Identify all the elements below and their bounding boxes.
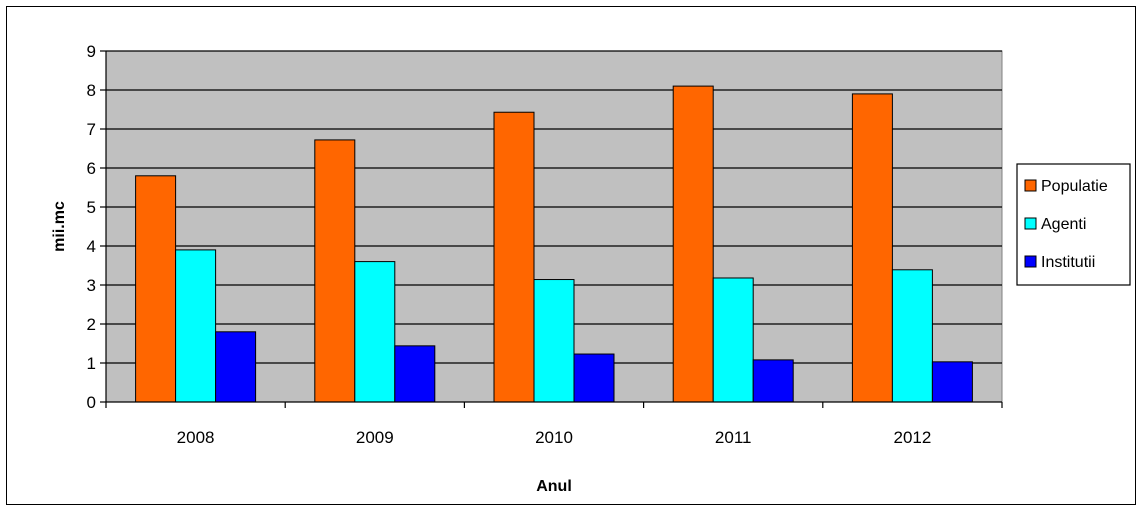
- bar-institutii-2011: [752, 359, 794, 403]
- bar-agenti-2011: [712, 277, 754, 403]
- bar-chart: 0 1 2 3 4 5 6 7 8 9 2008 2009 2010 2011 2012 Anul mii.…: [51, 42, 1131, 495]
- axes: 0 1 2 3 4 5 6 7 8 9 2008 2009 2010 2011 2012: [87, 42, 1003, 447]
- y-tick-label-0: 0: [87, 393, 96, 412]
- bar-populatie-2009: [314, 139, 356, 403]
- bar-agenti-2009: [354, 261, 396, 403]
- x-tick-label-2011: 2011: [715, 428, 752, 447]
- y-tick-label-3: 3: [87, 276, 96, 295]
- x-tick-label-2012: 2012: [893, 428, 931, 447]
- x-tick-label-2009: 2009: [356, 428, 394, 447]
- legend-label-populatie: Populatie: [1041, 178, 1108, 195]
- bar-institutii-2012: [931, 361, 973, 403]
- chart-frame: 0 1 2 3 4 5 6 7 8 9 2008 2009 2010 2011 2012 Anul mii.…: [6, 6, 1136, 505]
- legend-swatch-agenti: [1024, 217, 1037, 230]
- bar-institutii-2010: [573, 353, 615, 403]
- y-tick-label-6: 6: [87, 159, 96, 178]
- x-axis-title: Anul: [536, 478, 572, 495]
- bar-institutii-2009: [394, 345, 436, 403]
- y-tick-label-2: 2: [87, 315, 96, 334]
- y-tick-label-1: 1: [87, 354, 96, 373]
- x-tick-label-2008: 2008: [177, 428, 215, 447]
- bar-agenti-2012: [891, 269, 933, 403]
- bar-populatie-2011: [672, 85, 714, 403]
- bar-populatie-2010: [493, 111, 535, 403]
- y-tick-label-4: 4: [87, 237, 96, 256]
- y-tick-label-8: 8: [87, 81, 96, 100]
- legend-swatch-populatie: [1024, 179, 1037, 192]
- bar-agenti-2008: [175, 249, 217, 403]
- bar-institutii-2008: [215, 331, 257, 403]
- y-axis-title: mii.mc: [51, 201, 68, 252]
- bar-populatie-2012: [851, 93, 893, 403]
- y-tick-label-9: 9: [87, 42, 96, 61]
- bar-populatie-2008: [135, 175, 177, 403]
- x-tick-label-2010: 2010: [535, 428, 573, 447]
- bar-agenti-2010: [533, 279, 575, 403]
- legend: Populatie Agenti Institutii: [1016, 163, 1131, 286]
- y-tick-label-5: 5: [87, 198, 96, 217]
- legend-label-institutii: Institutii: [1041, 254, 1095, 271]
- legend-label-agenti: Agenti: [1041, 216, 1086, 233]
- legend-swatch-institutii: [1024, 255, 1037, 268]
- bars: [135, 85, 973, 403]
- y-tick-label-7: 7: [87, 120, 96, 139]
